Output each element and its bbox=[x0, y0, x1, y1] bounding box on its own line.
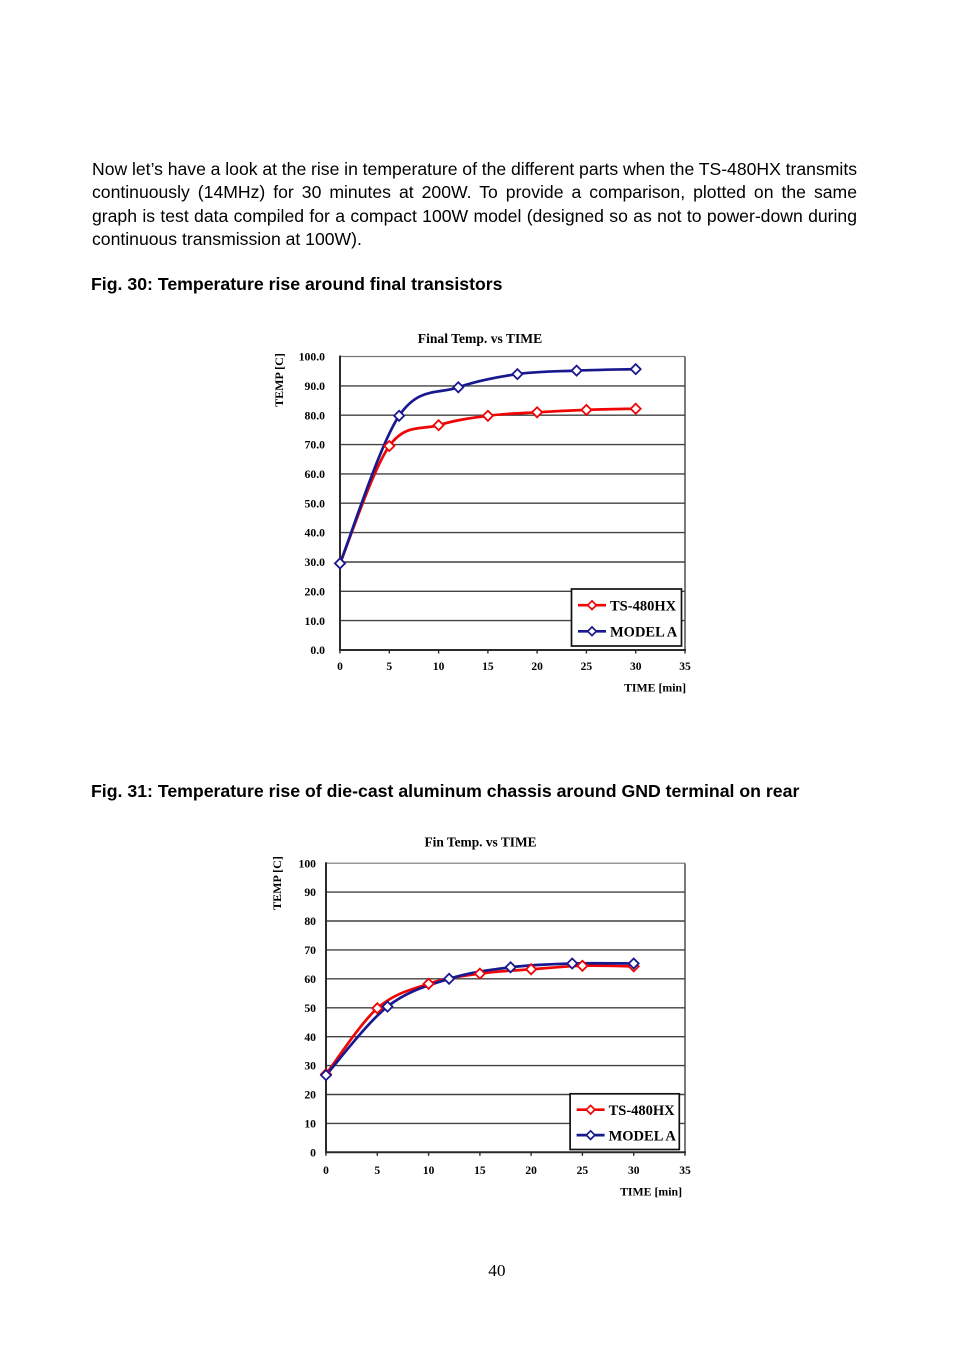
svg-text:70: 70 bbox=[304, 944, 316, 957]
svg-text:30: 30 bbox=[304, 1060, 316, 1073]
svg-text:0: 0 bbox=[310, 1146, 316, 1159]
svg-text:90: 90 bbox=[304, 886, 316, 899]
svg-text:Final Temp. vs TIME: Final Temp. vs TIME bbox=[418, 331, 542, 346]
svg-text:50: 50 bbox=[304, 1002, 316, 1015]
svg-text:80: 80 bbox=[304, 915, 316, 928]
svg-text:35: 35 bbox=[679, 1165, 691, 1177]
svg-text:20: 20 bbox=[525, 1165, 537, 1177]
svg-text:60.0: 60.0 bbox=[305, 468, 326, 481]
svg-text:100.0: 100.0 bbox=[299, 351, 325, 364]
svg-text:25: 25 bbox=[581, 661, 593, 673]
svg-text:TIME [min]: TIME [min] bbox=[624, 681, 686, 695]
svg-text:TEMP [C]: TEMP [C] bbox=[272, 353, 286, 407]
svg-text:5: 5 bbox=[386, 661, 392, 673]
svg-text:40.0: 40.0 bbox=[305, 527, 326, 540]
svg-text:50.0: 50.0 bbox=[305, 497, 326, 510]
svg-text:15: 15 bbox=[474, 1165, 486, 1177]
svg-text:15: 15 bbox=[482, 661, 494, 673]
svg-text:MODEL A: MODEL A bbox=[610, 625, 678, 641]
svg-text:10: 10 bbox=[304, 1118, 316, 1131]
svg-text:20: 20 bbox=[304, 1089, 316, 1102]
svg-text:0: 0 bbox=[323, 1165, 329, 1177]
svg-text:35: 35 bbox=[679, 661, 691, 673]
svg-text:60: 60 bbox=[304, 973, 316, 986]
svg-text:0: 0 bbox=[337, 661, 343, 673]
svg-text:TIME [min]: TIME [min] bbox=[620, 1185, 682, 1199]
svg-text:30: 30 bbox=[628, 1165, 640, 1177]
svg-text:0.0: 0.0 bbox=[310, 644, 325, 657]
svg-text:TS-480HX: TS-480HX bbox=[610, 598, 677, 614]
svg-text:25: 25 bbox=[577, 1165, 589, 1177]
svg-text:70.0: 70.0 bbox=[305, 439, 326, 452]
svg-text:80.0: 80.0 bbox=[305, 409, 326, 422]
svg-text:30: 30 bbox=[630, 661, 642, 673]
svg-text:20: 20 bbox=[531, 661, 543, 673]
svg-text:TS-480HX: TS-480HX bbox=[609, 1103, 676, 1119]
svg-text:10.0: 10.0 bbox=[305, 615, 326, 628]
svg-text:MODEL A: MODEL A bbox=[609, 1128, 677, 1144]
svg-text:90.0: 90.0 bbox=[305, 380, 326, 393]
svg-text:10: 10 bbox=[423, 1165, 435, 1177]
svg-text:100: 100 bbox=[298, 857, 316, 870]
svg-text:20.0: 20.0 bbox=[305, 585, 326, 598]
svg-text:30.0: 30.0 bbox=[305, 556, 326, 569]
svg-text:40: 40 bbox=[304, 1031, 316, 1044]
svg-text:10: 10 bbox=[433, 661, 445, 673]
svg-text:5: 5 bbox=[374, 1165, 380, 1177]
svg-text:Fin Temp. vs TIME: Fin Temp. vs TIME bbox=[424, 835, 536, 850]
svg-text:TEMP [C]: TEMP [C] bbox=[270, 856, 284, 910]
